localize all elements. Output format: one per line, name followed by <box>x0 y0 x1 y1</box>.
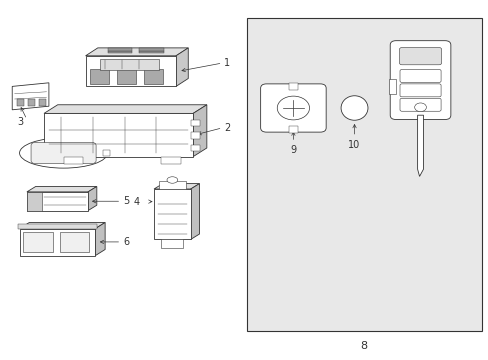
Circle shape <box>414 103 426 112</box>
Polygon shape <box>154 184 199 189</box>
Bar <box>154 189 190 239</box>
Bar <box>161 239 183 248</box>
Bar <box>107 48 132 50</box>
Ellipse shape <box>340 96 367 120</box>
FancyBboxPatch shape <box>389 41 450 120</box>
Text: 5: 5 <box>123 196 129 206</box>
Bar <box>288 126 298 133</box>
Bar <box>17 99 24 106</box>
Bar <box>190 120 200 126</box>
Polygon shape <box>190 184 199 239</box>
Text: 1: 1 <box>224 58 230 68</box>
Polygon shape <box>44 105 206 113</box>
Polygon shape <box>12 83 49 110</box>
Bar <box>102 150 110 156</box>
FancyBboxPatch shape <box>399 48 441 65</box>
Bar <box>18 224 97 229</box>
Bar <box>139 48 163 50</box>
Bar <box>117 69 136 84</box>
Bar <box>60 232 89 252</box>
Polygon shape <box>193 105 206 157</box>
Circle shape <box>277 96 309 120</box>
Bar <box>388 79 395 94</box>
Text: 7: 7 <box>128 147 134 157</box>
Text: 2: 2 <box>224 123 230 133</box>
Bar <box>107 51 132 53</box>
Text: 6: 6 <box>123 237 129 247</box>
Polygon shape <box>417 115 423 176</box>
Text: 9: 9 <box>290 145 296 155</box>
FancyBboxPatch shape <box>399 84 440 97</box>
Bar <box>85 56 176 86</box>
Text: 10: 10 <box>347 140 360 150</box>
Ellipse shape <box>166 177 177 183</box>
Bar <box>100 59 159 70</box>
Polygon shape <box>85 48 188 56</box>
FancyBboxPatch shape <box>399 69 440 82</box>
FancyBboxPatch shape <box>399 98 440 111</box>
Bar <box>39 99 46 106</box>
Bar <box>144 69 163 84</box>
Bar <box>190 145 200 151</box>
Polygon shape <box>27 186 97 192</box>
Bar <box>139 51 163 53</box>
Bar <box>161 157 181 164</box>
Bar <box>28 99 35 106</box>
Bar <box>288 83 298 90</box>
Bar <box>90 69 109 84</box>
FancyBboxPatch shape <box>31 143 96 163</box>
Bar <box>44 113 193 157</box>
Bar <box>190 132 200 139</box>
Bar <box>23 232 53 252</box>
Bar <box>246 18 481 331</box>
Text: 4: 4 <box>133 197 140 207</box>
Text: 3: 3 <box>18 117 23 127</box>
Ellipse shape <box>20 138 107 168</box>
Polygon shape <box>88 186 97 211</box>
Polygon shape <box>95 222 105 256</box>
Bar <box>20 229 95 256</box>
Bar <box>27 192 88 211</box>
Bar <box>27 192 41 211</box>
Bar <box>159 181 185 189</box>
Bar <box>63 157 83 164</box>
Text: 8: 8 <box>360 341 367 351</box>
Polygon shape <box>20 222 105 229</box>
Polygon shape <box>176 48 188 86</box>
FancyBboxPatch shape <box>260 84 325 132</box>
